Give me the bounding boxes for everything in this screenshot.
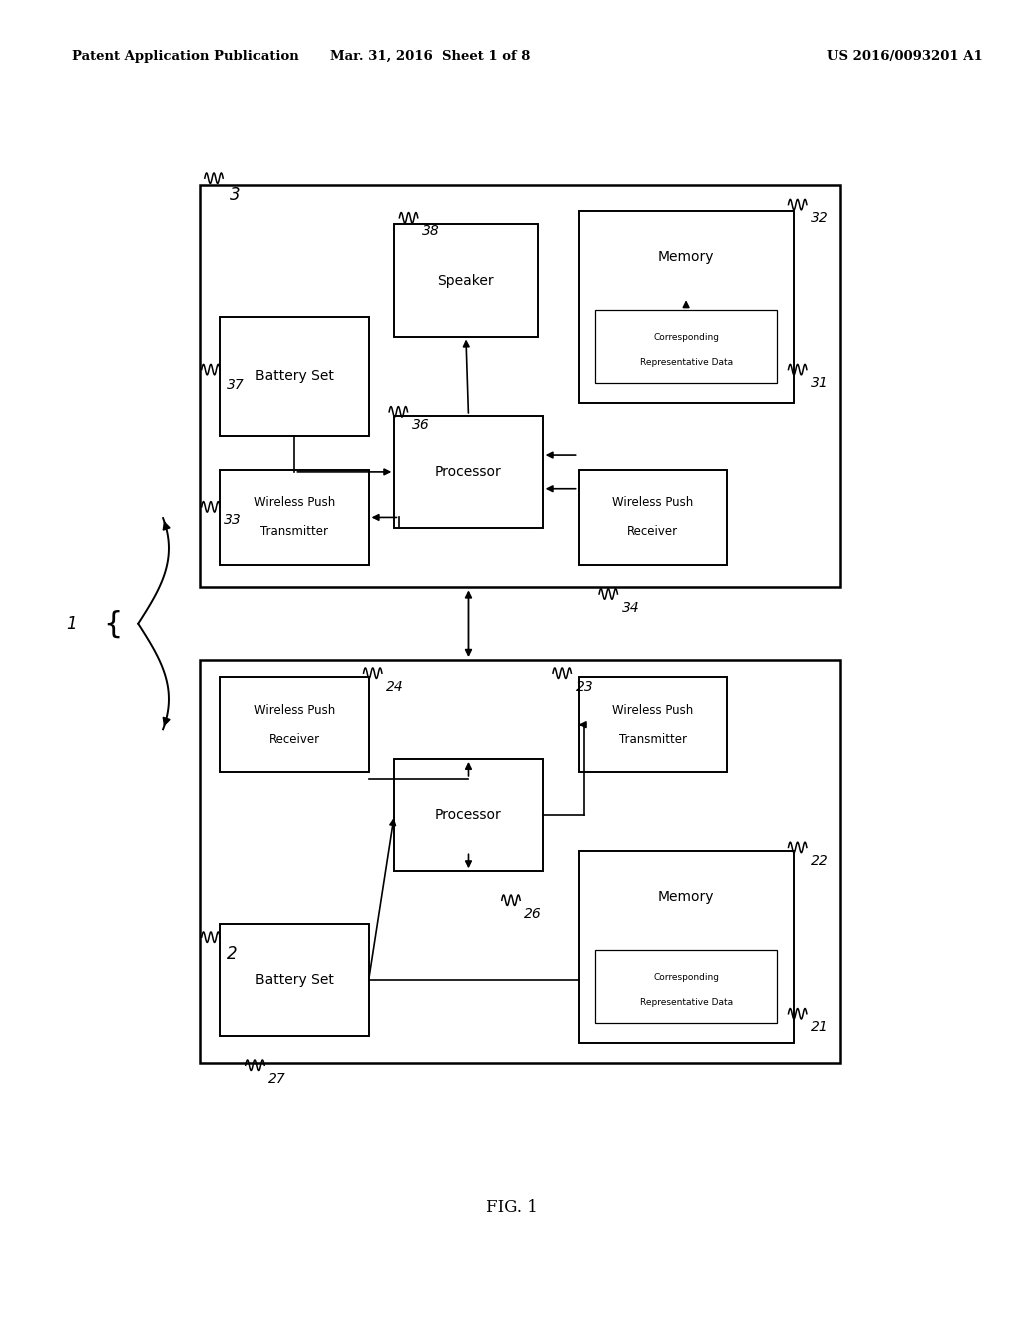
Text: Transmitter: Transmitter — [260, 525, 329, 539]
FancyBboxPatch shape — [579, 851, 794, 1043]
FancyBboxPatch shape — [220, 677, 369, 772]
Text: 32: 32 — [811, 211, 828, 226]
FancyBboxPatch shape — [595, 950, 777, 1023]
Text: Corresponding: Corresponding — [653, 973, 719, 982]
Text: Receiver: Receiver — [269, 733, 319, 746]
Text: 23: 23 — [575, 680, 593, 694]
Text: Wireless Push: Wireless Push — [254, 496, 335, 510]
Text: FIG. 1: FIG. 1 — [486, 1200, 538, 1216]
Text: Memory: Memory — [657, 249, 715, 264]
Text: Receiver: Receiver — [628, 525, 678, 539]
Text: 24: 24 — [386, 680, 403, 694]
Text: Processor: Processor — [435, 465, 502, 479]
Text: 33: 33 — [224, 513, 242, 528]
Text: Corresponding: Corresponding — [653, 333, 719, 342]
Text: 22: 22 — [811, 854, 828, 869]
Text: 27: 27 — [268, 1072, 286, 1086]
Text: Processor: Processor — [435, 808, 502, 822]
Text: Transmitter: Transmitter — [618, 733, 687, 746]
FancyBboxPatch shape — [220, 317, 369, 436]
Text: 3: 3 — [230, 186, 241, 205]
FancyBboxPatch shape — [394, 416, 543, 528]
FancyBboxPatch shape — [220, 924, 369, 1036]
Text: Wireless Push: Wireless Push — [612, 704, 693, 717]
Text: Representative Data: Representative Data — [640, 998, 732, 1007]
Text: 31: 31 — [811, 376, 828, 391]
FancyBboxPatch shape — [394, 224, 538, 337]
Text: Battery Set: Battery Set — [255, 973, 334, 987]
Text: Representative Data: Representative Data — [640, 358, 732, 367]
Text: 34: 34 — [622, 601, 639, 615]
Text: 38: 38 — [422, 224, 439, 239]
FancyBboxPatch shape — [220, 470, 369, 565]
Text: Mar. 31, 2016  Sheet 1 of 8: Mar. 31, 2016 Sheet 1 of 8 — [330, 50, 530, 63]
Text: Speaker: Speaker — [437, 273, 495, 288]
Text: Patent Application Publication: Patent Application Publication — [72, 50, 298, 63]
Text: 1: 1 — [67, 615, 77, 632]
Text: {: { — [103, 610, 122, 638]
Text: 21: 21 — [811, 1020, 828, 1035]
Text: Wireless Push: Wireless Push — [254, 704, 335, 717]
Text: Memory: Memory — [657, 890, 715, 904]
Text: 26: 26 — [524, 907, 542, 921]
FancyBboxPatch shape — [200, 660, 840, 1063]
FancyBboxPatch shape — [394, 759, 543, 871]
Text: Battery Set: Battery Set — [255, 370, 334, 383]
FancyBboxPatch shape — [200, 185, 840, 587]
Text: 36: 36 — [412, 418, 429, 433]
FancyBboxPatch shape — [595, 310, 777, 383]
FancyBboxPatch shape — [579, 211, 794, 403]
Text: US 2016/0093201 A1: US 2016/0093201 A1 — [827, 50, 983, 63]
FancyBboxPatch shape — [579, 677, 727, 772]
FancyBboxPatch shape — [579, 470, 727, 565]
Text: 2: 2 — [227, 945, 238, 964]
Text: 37: 37 — [227, 378, 245, 392]
Text: Wireless Push: Wireless Push — [612, 496, 693, 510]
